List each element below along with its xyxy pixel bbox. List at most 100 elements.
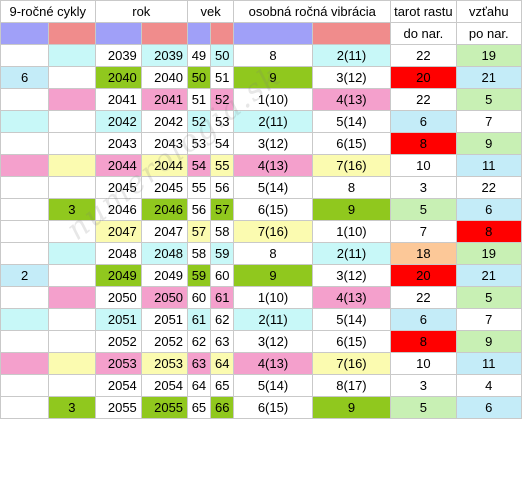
year-cell: 2041 (94, 88, 142, 111)
age-cell: 60 (187, 286, 212, 309)
age-cell: 57 (210, 198, 235, 221)
age-cell: 50 (187, 66, 212, 89)
tarot-relationship-cell: 5 (455, 286, 522, 309)
vibration-cell: 5(14) (233, 176, 313, 199)
age-cell: 62 (210, 308, 235, 331)
cycle-cell: 3 (48, 396, 96, 419)
subheader-swatch (210, 22, 235, 45)
age-cell: 57 (187, 220, 212, 243)
tarot-relationship-cell: 7 (455, 308, 522, 331)
vibration-cell: 4(13) (233, 352, 313, 375)
tarot-relationship-cell: 21 (455, 66, 522, 89)
tarot-relationship-cell: 22 (455, 176, 522, 199)
tarot-growth-cell: 22 (390, 88, 457, 111)
vibration-cell: 9 (311, 198, 392, 221)
vibration-cell: 6(15) (233, 198, 313, 221)
year-cell: 2050 (140, 286, 189, 309)
subheader-swatch (233, 22, 313, 45)
age-cell: 53 (210, 110, 235, 133)
tarot-growth-cell: 10 (390, 154, 457, 177)
cycle-cell (48, 308, 96, 331)
vibration-cell: 3(12) (311, 66, 392, 89)
cycle-cell (48, 286, 96, 309)
vibration-cell: 9 (233, 264, 313, 287)
table-row: 2054 2054 64 65 5(14) 8(17) 3 4 (0, 374, 522, 397)
cycle-cell (0, 242, 50, 265)
year-cell: 2053 (94, 352, 142, 375)
tarot-growth-cell: 22 (390, 286, 457, 309)
cycle-cell (0, 220, 50, 243)
year-cell: 2051 (94, 308, 142, 331)
table-row: 2041 2041 51 52 1(10) 4(13) 22 5 (0, 88, 522, 111)
cycle-cell (48, 242, 96, 265)
tarot-relationship-cell: 6 (455, 396, 522, 419)
vibration-cell: 1(10) (233, 88, 313, 111)
year-cell: 2052 (140, 330, 189, 353)
header-tarot-growth: tarot rastu (390, 0, 457, 23)
age-cell: 58 (187, 242, 212, 265)
tarot-growth-cell: 20 (390, 264, 457, 287)
age-cell: 51 (187, 88, 212, 111)
cycle-cell (48, 88, 96, 111)
year-cell: 2051 (140, 308, 189, 331)
cycle-cell (0, 198, 50, 221)
cycle-cell (48, 352, 96, 375)
table-row: 2045 2045 55 56 5(14) 8 3 22 (0, 176, 522, 199)
vibration-cell: 7(16) (311, 154, 392, 177)
age-cell: 50 (210, 44, 235, 67)
vibration-cell: 6(15) (311, 132, 392, 155)
vibration-cell: 8 (233, 44, 313, 67)
vibration-cell: 2(11) (311, 242, 392, 265)
cycle-cell (48, 176, 96, 199)
year-cell: 2043 (94, 132, 142, 155)
subheader-row: do nar. po nar. (0, 22, 522, 45)
year-cell: 2053 (140, 352, 189, 375)
cycle-cell (48, 132, 96, 155)
vibration-cell: 8 (233, 242, 313, 265)
tarot-relationship-cell: 4 (455, 374, 522, 397)
cycle-cell (0, 330, 50, 353)
table-row: 2051 2051 61 62 2(11) 5(14) 6 7 (0, 308, 522, 331)
table-row: 2053 2053 63 64 4(13) 7(16) 10 11 (0, 352, 522, 375)
year-cell: 2048 (94, 242, 142, 265)
age-cell: 55 (187, 176, 212, 199)
cycle-cell (48, 220, 96, 243)
vibration-cell: 1(10) (311, 220, 392, 243)
cycle-cell (0, 154, 50, 177)
cycle-cell (0, 44, 50, 67)
age-cell: 60 (210, 264, 235, 287)
age-cell: 54 (187, 154, 212, 177)
year-cell: 2045 (94, 176, 142, 199)
age-cell: 56 (210, 176, 235, 199)
cycle-cell (48, 110, 96, 133)
subheader-from-birthday: po nar. (455, 22, 522, 45)
tarot-growth-cell: 5 (390, 396, 457, 419)
vibration-cell: 9 (233, 66, 313, 89)
vibration-cell: 3(12) (233, 132, 313, 155)
cycle-cell (0, 374, 50, 397)
header-vibration: osobná ročná vibrácia (233, 0, 392, 23)
cycle-cell (48, 154, 96, 177)
cycle-cell (48, 44, 96, 67)
cycle-cell (0, 396, 50, 419)
age-cell: 65 (187, 396, 212, 419)
age-cell: 63 (187, 352, 212, 375)
year-cell: 2049 (94, 264, 142, 287)
year-cell: 2050 (94, 286, 142, 309)
table-row: 3 2046 2046 56 57 6(15) 9 5 6 (0, 198, 522, 221)
tarot-growth-cell: 3 (390, 176, 457, 199)
vibration-table: 9-ročné cykly rok vek osobná ročná vibrá… (0, 0, 522, 419)
year-cell: 2041 (140, 88, 189, 111)
table-row: 2048 2048 58 59 8 2(11) 18 19 (0, 242, 522, 265)
year-cell: 2054 (140, 374, 189, 397)
age-cell: 61 (187, 308, 212, 331)
vibration-cell: 8 (311, 176, 392, 199)
table-row: 2052 2052 62 63 3(12) 6(15) 8 9 (0, 330, 522, 353)
year-cell: 2040 (140, 66, 189, 89)
vibration-cell: 5(14) (311, 308, 392, 331)
age-cell: 53 (187, 132, 212, 155)
tarot-relationship-cell: 19 (455, 242, 522, 265)
vibration-cell: 3(12) (233, 330, 313, 353)
age-cell: 59 (210, 242, 235, 265)
